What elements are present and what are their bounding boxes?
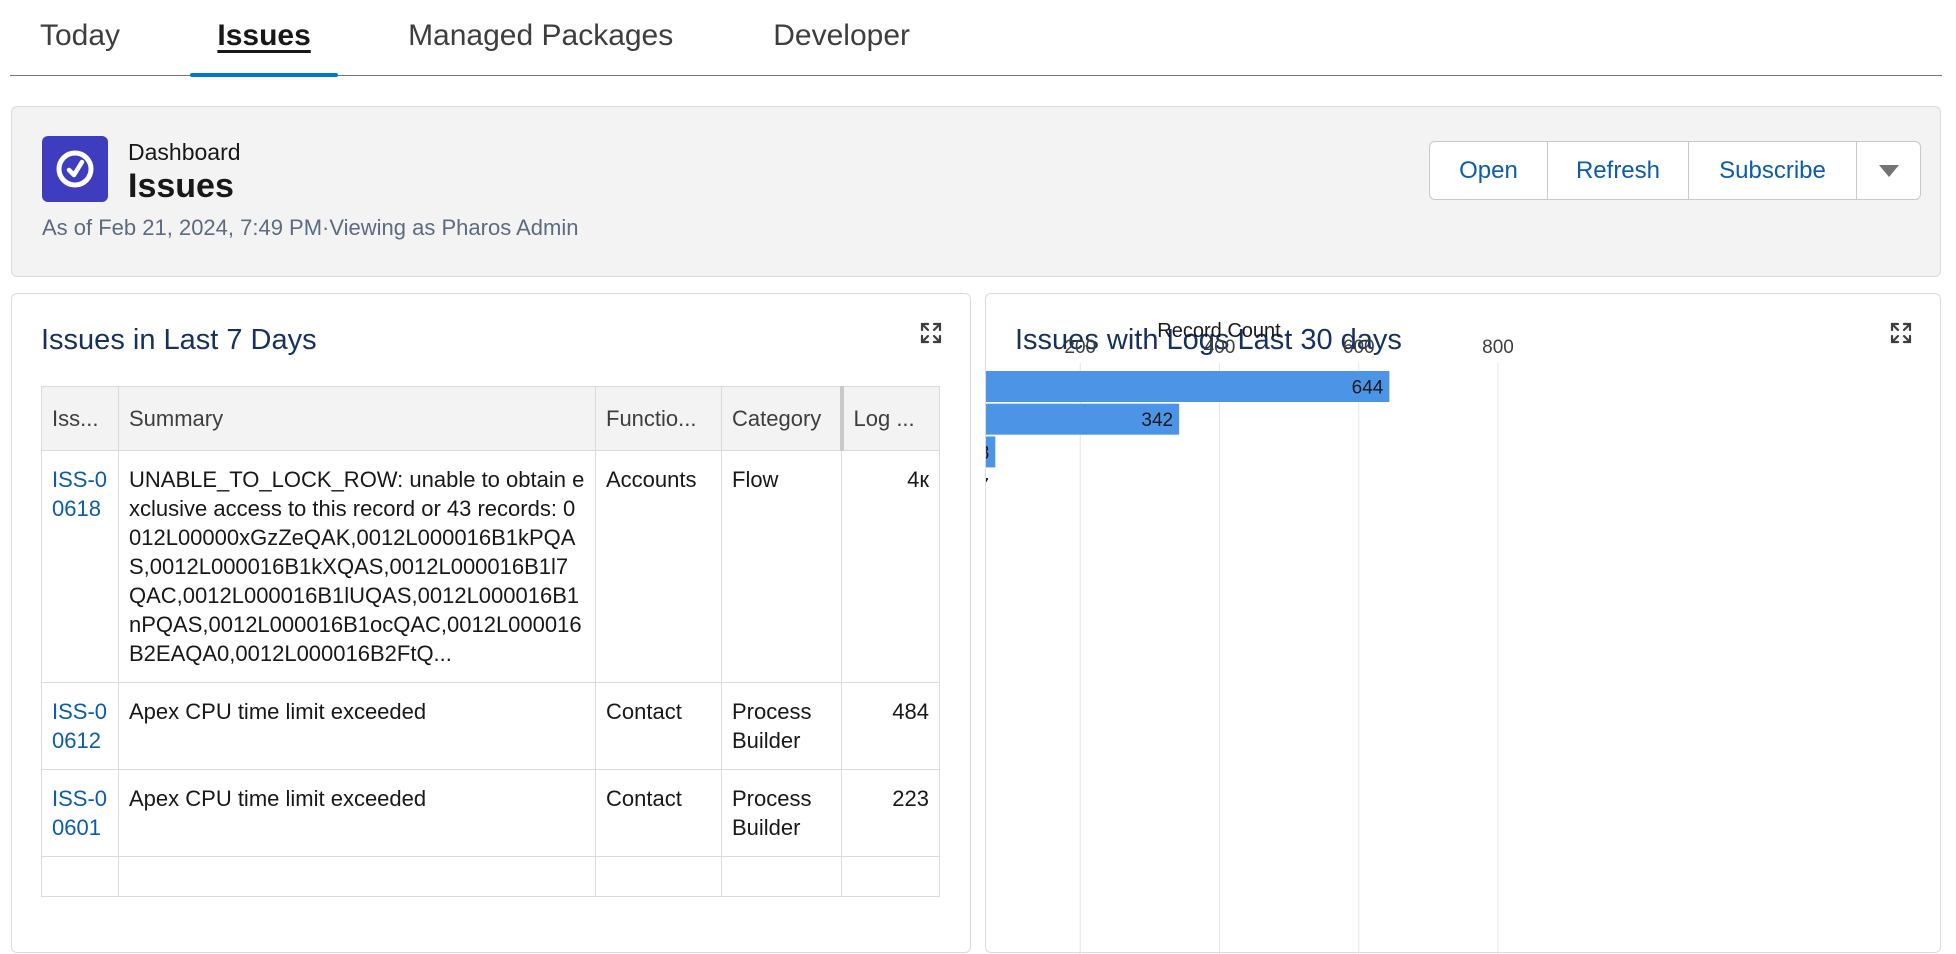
issue-summary: UNABLE_TO_LOCK_ROW: unable to obtain exc… — [118, 450, 596, 683]
bar — [986, 436, 996, 468]
bar-value-label: 342 — [1141, 410, 1173, 431]
tab-issues[interactable]: Issues — [190, 0, 339, 77]
chevron-down-icon — [1878, 164, 1899, 177]
issue-summary: Apex CPU time limit exceeded — [118, 682, 596, 770]
issue-link[interactable]: ISS-00618 — [41, 450, 119, 683]
issue-function: Contact — [595, 682, 722, 770]
tab-managed-packages-label: Managed Packages — [408, 19, 674, 52]
page-title: Issues — [128, 167, 234, 205]
issue-function: Contact — [595, 769, 722, 857]
dashboard-header: Dashboard Issues As of Feb 21, 2024, 7:4… — [11, 106, 1941, 277]
issues-chart-widget: Issues with Logs Last 30 days 0200400600… — [985, 293, 1941, 954]
issue-function: Accounts — [595, 450, 722, 683]
issue-summary: Apex CPU time limit exceeded — [118, 769, 596, 857]
table-row: ISS-00618 UNABLE_TO_LOCK_ROW: unable to … — [41, 450, 940, 683]
x-tick-label: 600 — [1343, 337, 1375, 358]
issue-log-count: 223 — [841, 769, 940, 857]
dashboard-gauge-icon — [42, 136, 108, 202]
issue-log-count: 484 — [841, 682, 940, 770]
x-tick-label: 400 — [1204, 337, 1236, 358]
x-tick-label: 200 — [1064, 337, 1096, 358]
expand-icon[interactable] — [920, 322, 942, 344]
tab-issues-label: Issues — [217, 19, 311, 52]
more-actions-button[interactable] — [1857, 142, 1920, 199]
column-header-category[interactable]: Category — [721, 386, 844, 451]
column-header-summary[interactable]: Summary — [118, 386, 596, 451]
app-tabs: Today Issues Managed Packages Developer — [10, 0, 1942, 77]
refresh-button[interactable]: Refresh — [1548, 142, 1689, 199]
issue-category: Process Builder — [721, 769, 842, 857]
tab-today[interactable]: Today — [10, 0, 150, 76]
dashboard-kicker: Dashboard — [128, 139, 241, 165]
issue-category: Flow — [721, 450, 842, 683]
table-row — [41, 856, 940, 897]
table-header-row: Iss... Summary Functio... Category Log .… — [41, 386, 940, 451]
issue-link[interactable]: ISS-00601 — [41, 769, 119, 857]
dashboard-meta: As of Feb 21, 2024, 7:49 PM·Viewing as P… — [42, 215, 579, 240]
issue-log-count: 4к — [841, 450, 940, 683]
tab-today-label: Today — [40, 19, 121, 52]
chart-widget-title: Issues with Logs Last 30 days — [1015, 324, 1402, 356]
header-button-group: Open Refresh Subscribe — [1429, 141, 1921, 200]
issues-table-widget: Issues in Last 7 Days Iss... Summary Fun… — [11, 293, 971, 953]
x-tick-label: 800 — [1482, 337, 1514, 358]
bar-value-label: 644 — [1352, 378, 1384, 399]
column-header-log[interactable]: Log ... — [841, 386, 940, 451]
subscribe-button[interactable]: Subscribe — [1689, 142, 1857, 199]
table-widget-title: Issues in Last 7 Days — [41, 324, 317, 356]
x-axis-title: Record Count — [1157, 320, 1281, 342]
expand-icon[interactable] — [1890, 322, 1912, 344]
bar — [986, 371, 1390, 402]
table-row: ISS-00601 Apex CPU time limit exceeded C… — [41, 769, 940, 857]
table-row: ISS-00612 Apex CPU time limit exceeded C… — [41, 682, 940, 770]
open-button[interactable]: Open — [1430, 142, 1548, 199]
tab-developer-label: Developer — [773, 19, 910, 52]
tab-developer[interactable]: Developer — [743, 0, 940, 76]
bar — [986, 403, 1180, 435]
issues-bar-chart: 0200400600800Record CountIssue NameISS-0… — [986, 320, 1514, 954]
issues-table: Iss... Summary Functio... Category Log .… — [41, 386, 940, 897]
bar-value-label: 78 — [986, 443, 989, 464]
bar-value-label: 27 — [986, 476, 989, 497]
column-header-issue[interactable]: Iss... — [41, 386, 119, 451]
column-header-function[interactable]: Functio... — [595, 386, 722, 451]
issue-category: Process Builder — [721, 682, 842, 770]
issue-link[interactable]: ISS-00612 — [41, 682, 119, 770]
tab-managed-packages[interactable]: Managed Packages — [378, 0, 703, 76]
